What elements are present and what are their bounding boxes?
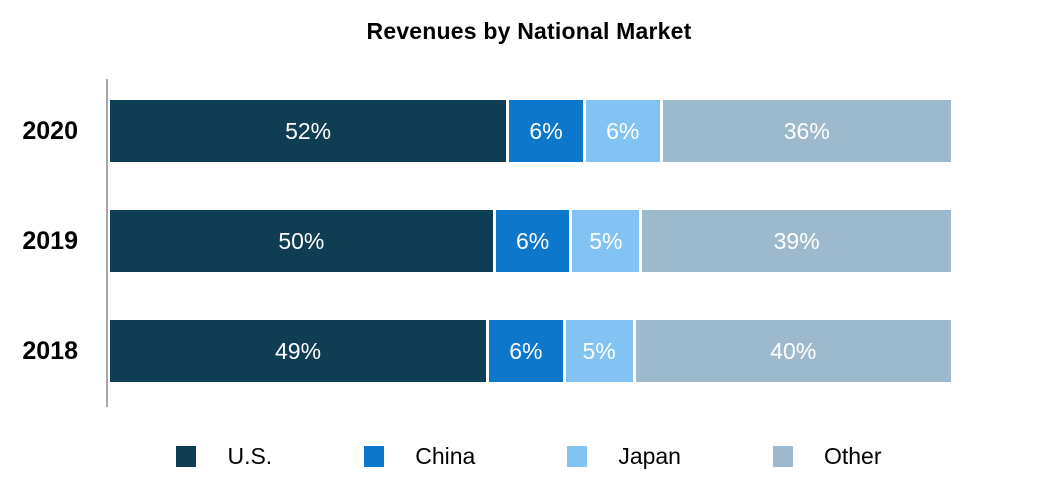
- legend-item-china: China: [364, 443, 475, 470]
- legend: U.S. China Japan Other: [0, 441, 1058, 471]
- legend-swatch-other: [772, 445, 793, 467]
- bar-segment-japan: 6%: [585, 100, 660, 162]
- bar-segment-japan: 5%: [565, 320, 633, 382]
- stacked-bar: 52% 6% 6% 36%: [110, 100, 951, 162]
- bar-row-2020: 2020 52% 6% 6% 36%: [0, 100, 1058, 162]
- legend-label: China: [415, 442, 476, 469]
- legend-swatch-us: [176, 445, 197, 467]
- legend-label: Japan: [618, 442, 681, 469]
- year-label: 2020: [22, 117, 78, 145]
- chart-title: Revenues by National Market: [366, 18, 692, 44]
- legend-item-us: U.S.: [176, 443, 272, 470]
- legend-item-japan: Japan: [567, 443, 681, 470]
- legend-label: U.S.: [227, 442, 273, 469]
- year-label: 2018: [22, 337, 78, 365]
- bar-segment-us: 52%: [110, 100, 507, 162]
- bar-row-2018: 2018 49% 6% 5% 40%: [0, 320, 1058, 382]
- bar-row-2019: 2019 50% 6% 5% 39%: [0, 210, 1058, 272]
- bar-segment-us: 50%: [110, 210, 493, 272]
- legend-swatch-japan: [567, 445, 588, 467]
- y-axis-line: [106, 79, 108, 407]
- bar-segment-china: 6%: [509, 100, 583, 162]
- legend-swatch-china: [364, 445, 385, 467]
- legend-item-other: Other: [772, 442, 882, 470]
- legend-label: Other: [823, 442, 882, 469]
- bar-segment-other: 36%: [662, 100, 951, 162]
- year-label: 2019: [22, 227, 78, 255]
- stacked-bar: 49% 6% 5% 40%: [110, 320, 951, 382]
- bar-segment-other: 40%: [635, 320, 951, 382]
- bar-segment-us: 49%: [110, 320, 487, 382]
- bar-segment-china: 6%: [495, 210, 570, 272]
- stacked-bar: 50% 6% 5% 39%: [110, 210, 951, 272]
- bar-segment-other: 39%: [642, 210, 951, 272]
- bar-segment-japan: 5%: [572, 210, 640, 272]
- bar-segment-china: 6%: [489, 320, 563, 382]
